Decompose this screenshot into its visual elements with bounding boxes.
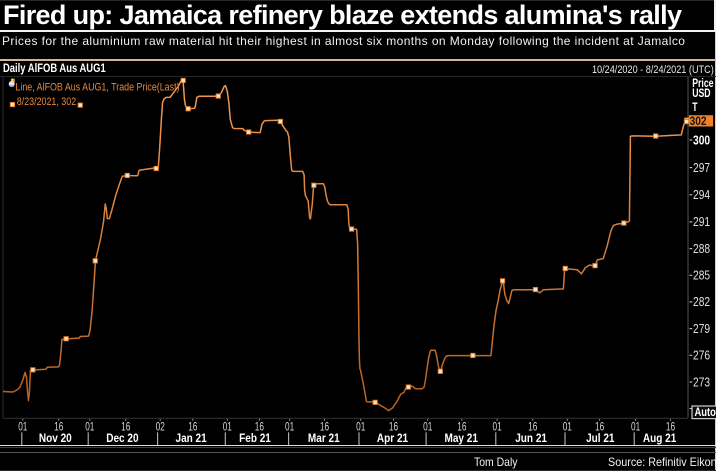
svg-text:Jan 21: Jan 21	[176, 432, 207, 445]
svg-text:8/23/2021, 302: 8/23/2021, 302	[17, 96, 77, 108]
svg-text:291: 291	[693, 216, 710, 229]
svg-text:16: 16	[188, 421, 198, 434]
svg-text:02: 02	[156, 421, 166, 434]
svg-text:01: 01	[563, 421, 573, 434]
svg-text:T: T	[692, 102, 698, 115]
svg-text:16: 16	[320, 421, 330, 434]
svg-text:16: 16	[595, 421, 605, 434]
svg-text:285: 285	[693, 270, 710, 283]
svg-text:273: 273	[693, 376, 710, 389]
svg-text:16: 16	[121, 421, 131, 434]
svg-text:300: 300	[693, 135, 710, 148]
svg-text:288: 288	[693, 243, 710, 256]
svg-text:16: 16	[528, 421, 538, 434]
svg-text:16: 16	[255, 421, 265, 434]
svg-text:Price: Price	[692, 78, 714, 91]
svg-text:01: 01	[356, 421, 366, 434]
svg-text:302: 302	[690, 115, 707, 128]
svg-text:276: 276	[693, 350, 710, 363]
svg-text:USD: USD	[692, 88, 711, 101]
svg-text:Auto: Auto	[695, 406, 716, 419]
svg-text:16: 16	[54, 421, 64, 434]
svg-text:01: 01	[285, 421, 295, 434]
svg-text:Feb 21: Feb 21	[239, 432, 271, 445]
svg-text:16: 16	[457, 421, 467, 434]
svg-text:282: 282	[693, 296, 710, 309]
svg-text:01: 01	[423, 421, 433, 434]
svg-text:Line, AlFOB Aus AUG1, Trade Pr: Line, AlFOB Aus AUG1, Trade Price(Last)	[15, 82, 179, 94]
svg-text:Apr 21: Apr 21	[377, 432, 408, 445]
svg-text:Jul 21: Jul 21	[586, 432, 614, 445]
svg-text:279: 279	[693, 323, 710, 336]
svg-text:16: 16	[666, 421, 676, 434]
svg-text:16: 16	[389, 421, 399, 434]
svg-text:01: 01	[18, 421, 28, 434]
svg-text:Dec 20: Dec 20	[106, 432, 138, 445]
svg-text:01: 01	[223, 421, 233, 434]
svg-text:May 21: May 21	[444, 432, 477, 445]
svg-text:01: 01	[85, 421, 95, 434]
svg-text:297: 297	[693, 162, 710, 175]
svg-text:01: 01	[492, 421, 502, 434]
svg-text:01: 01	[631, 421, 641, 434]
svg-text:Mar 21: Mar 21	[308, 432, 340, 445]
svg-text:294: 294	[693, 189, 711, 202]
svg-text:Aug 21: Aug 21	[643, 432, 676, 445]
svg-text:Jun 21: Jun 21	[515, 432, 547, 445]
svg-text:Nov 20: Nov 20	[39, 432, 72, 445]
